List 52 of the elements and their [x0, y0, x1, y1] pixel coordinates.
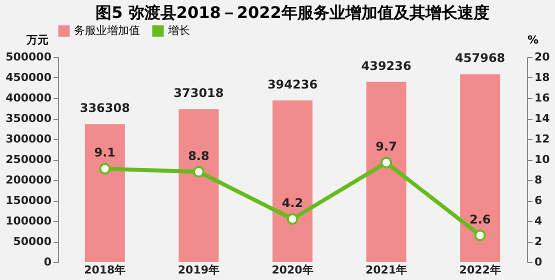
chart-title: 图5 弥渡县2018－2022年服务业增加值及其增长速度 — [96, 3, 490, 22]
y2-tick-label: 18 — [534, 71, 550, 84]
point — [99, 162, 111, 174]
data-label: 394236 — [267, 77, 318, 92]
y-tick-label: 350000 — [6, 112, 52, 125]
y-tick-label: 150000 — [6, 194, 52, 207]
y2-tick-label: 10 — [534, 153, 550, 166]
bar — [178, 109, 219, 262]
x-tick-label: 2018年 — [84, 264, 126, 276]
bar — [460, 74, 500, 262]
x-tick-label: 2020年 — [272, 264, 314, 276]
data-label: 336308 — [80, 101, 130, 116]
y2-tick-label: 20 — [534, 50, 550, 64]
data-label: 439236 — [361, 58, 412, 73]
y2-tick-label: 8 — [534, 174, 542, 186]
point — [192, 166, 204, 178]
y2-tick-label: 14 — [534, 112, 550, 125]
legend-label: 务服业增加值 — [74, 24, 140, 37]
bar — [272, 100, 312, 262]
data-label: 8.8 — [188, 148, 210, 163]
bar — [366, 82, 406, 262]
y-tick-label: 50000 — [13, 235, 52, 248]
data-label: 4.2 — [282, 196, 304, 210]
y-tick-label: 300000 — [6, 132, 52, 146]
y-tick-label: 100000 — [6, 214, 52, 228]
y2-tick-label: 16 — [534, 92, 550, 104]
point — [286, 213, 298, 225]
x-tick-label: 2019年 — [178, 264, 220, 276]
y-tick-label: 0 — [44, 256, 52, 268]
x-tick-label: 2021年 — [365, 264, 408, 276]
y-tick-label: 400000 — [6, 92, 52, 104]
point — [474, 230, 486, 242]
data-label: 457968 — [455, 51, 506, 66]
y2-tick-label: 2 — [534, 235, 542, 248]
point — [380, 156, 392, 168]
x-tick-label: 2022年 — [459, 264, 501, 276]
y2-tick-label: 0 — [534, 256, 542, 268]
y-axis-title: 万元 — [26, 34, 48, 46]
y-tick-label: 250000 — [6, 153, 52, 166]
y2-axis-title: % — [528, 34, 539, 46]
data-label: 2.6 — [469, 212, 491, 226]
y2-tick-label: 6 — [534, 194, 542, 207]
y2-tick-label: 4 — [534, 214, 542, 228]
data-label: 9.1 — [94, 146, 116, 160]
y-tick-label: 200000 — [6, 174, 52, 186]
data-label: 9.7 — [376, 140, 397, 154]
data-label: 373018 — [174, 86, 224, 100]
y2-tick-label: 12 — [534, 132, 550, 146]
legend-label: 增长 — [167, 24, 190, 37]
bar — [84, 124, 125, 262]
y-tick-label: 500000 — [6, 50, 52, 64]
y-tick-label: 450000 — [6, 71, 52, 84]
